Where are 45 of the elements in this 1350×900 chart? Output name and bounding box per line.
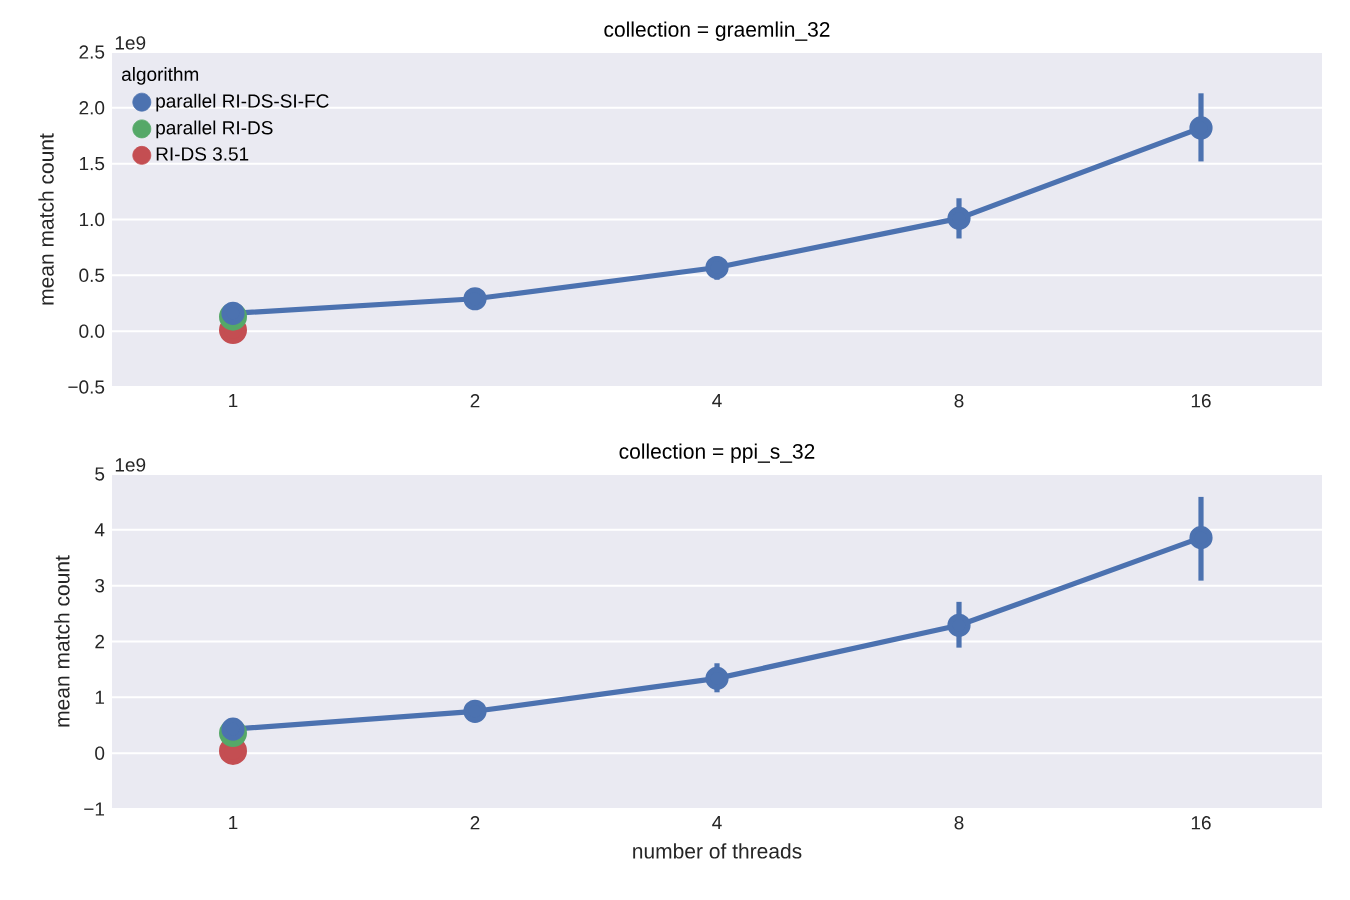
legend-label: parallel RI-DS-SI-FC — [156, 93, 329, 112]
y-tick-label: 3 — [95, 578, 105, 593]
point — [221, 301, 245, 325]
x-tick-label: 16 — [1191, 394, 1211, 408]
y-tick-label: 0.0 — [79, 324, 105, 338]
y-tick-label: 1.5 — [79, 157, 105, 171]
y-tick-label: −0.5 — [68, 380, 105, 394]
x-tick-label: 16 — [1191, 816, 1211, 830]
x-tick-label: 4 — [712, 816, 722, 830]
point — [221, 717, 245, 741]
point — [463, 287, 487, 311]
chart-title: collection = ppi_s_32 — [619, 443, 815, 463]
point — [1189, 526, 1213, 550]
point — [1189, 116, 1213, 140]
y-tick-label: 5 — [95, 467, 105, 481]
legend-label: RI-DS 3.51 — [156, 147, 249, 161]
y-tick-label: 2 — [95, 634, 105, 649]
y-tick-label: 1 — [95, 690, 105, 704]
point — [947, 613, 971, 637]
y-axis-title: mean match count — [38, 133, 54, 305]
point — [705, 255, 729, 280]
y-tick-label: 2.5 — [79, 45, 105, 59]
x-tick-label: 1 — [229, 394, 238, 408]
point — [463, 699, 487, 723]
chart-title: collection = graemlin_32 — [604, 21, 830, 41]
y-tick-label: −1 — [84, 802, 105, 816]
x-tick-label: 2 — [470, 394, 480, 408]
point — [947, 206, 971, 230]
y-tick-label: 1.0 — [79, 212, 105, 227]
x-tick-label: 1 — [229, 816, 238, 830]
y-tick-label: 0.5 — [79, 268, 105, 283]
y-axis-title: mean match count — [54, 555, 70, 727]
y-tick-label: 4 — [94, 523, 105, 537]
x-tick-label: 8 — [954, 394, 964, 408]
point — [705, 666, 729, 690]
text: 1e9 — [115, 458, 146, 472]
x-tick-label: 4 — [712, 394, 722, 408]
legend-label: parallel RI-DS — [156, 120, 273, 139]
legend-title: algorithm — [121, 67, 199, 85]
y-tick-label: 2.0 — [79, 101, 105, 115]
x-tick-label: 8 — [954, 816, 964, 830]
y-tick-label: 0 — [95, 746, 105, 760]
x-axis-title: number of threads — [633, 843, 802, 859]
x-tick-label: 2 — [470, 816, 480, 830]
text: 1e9 — [115, 36, 146, 50]
